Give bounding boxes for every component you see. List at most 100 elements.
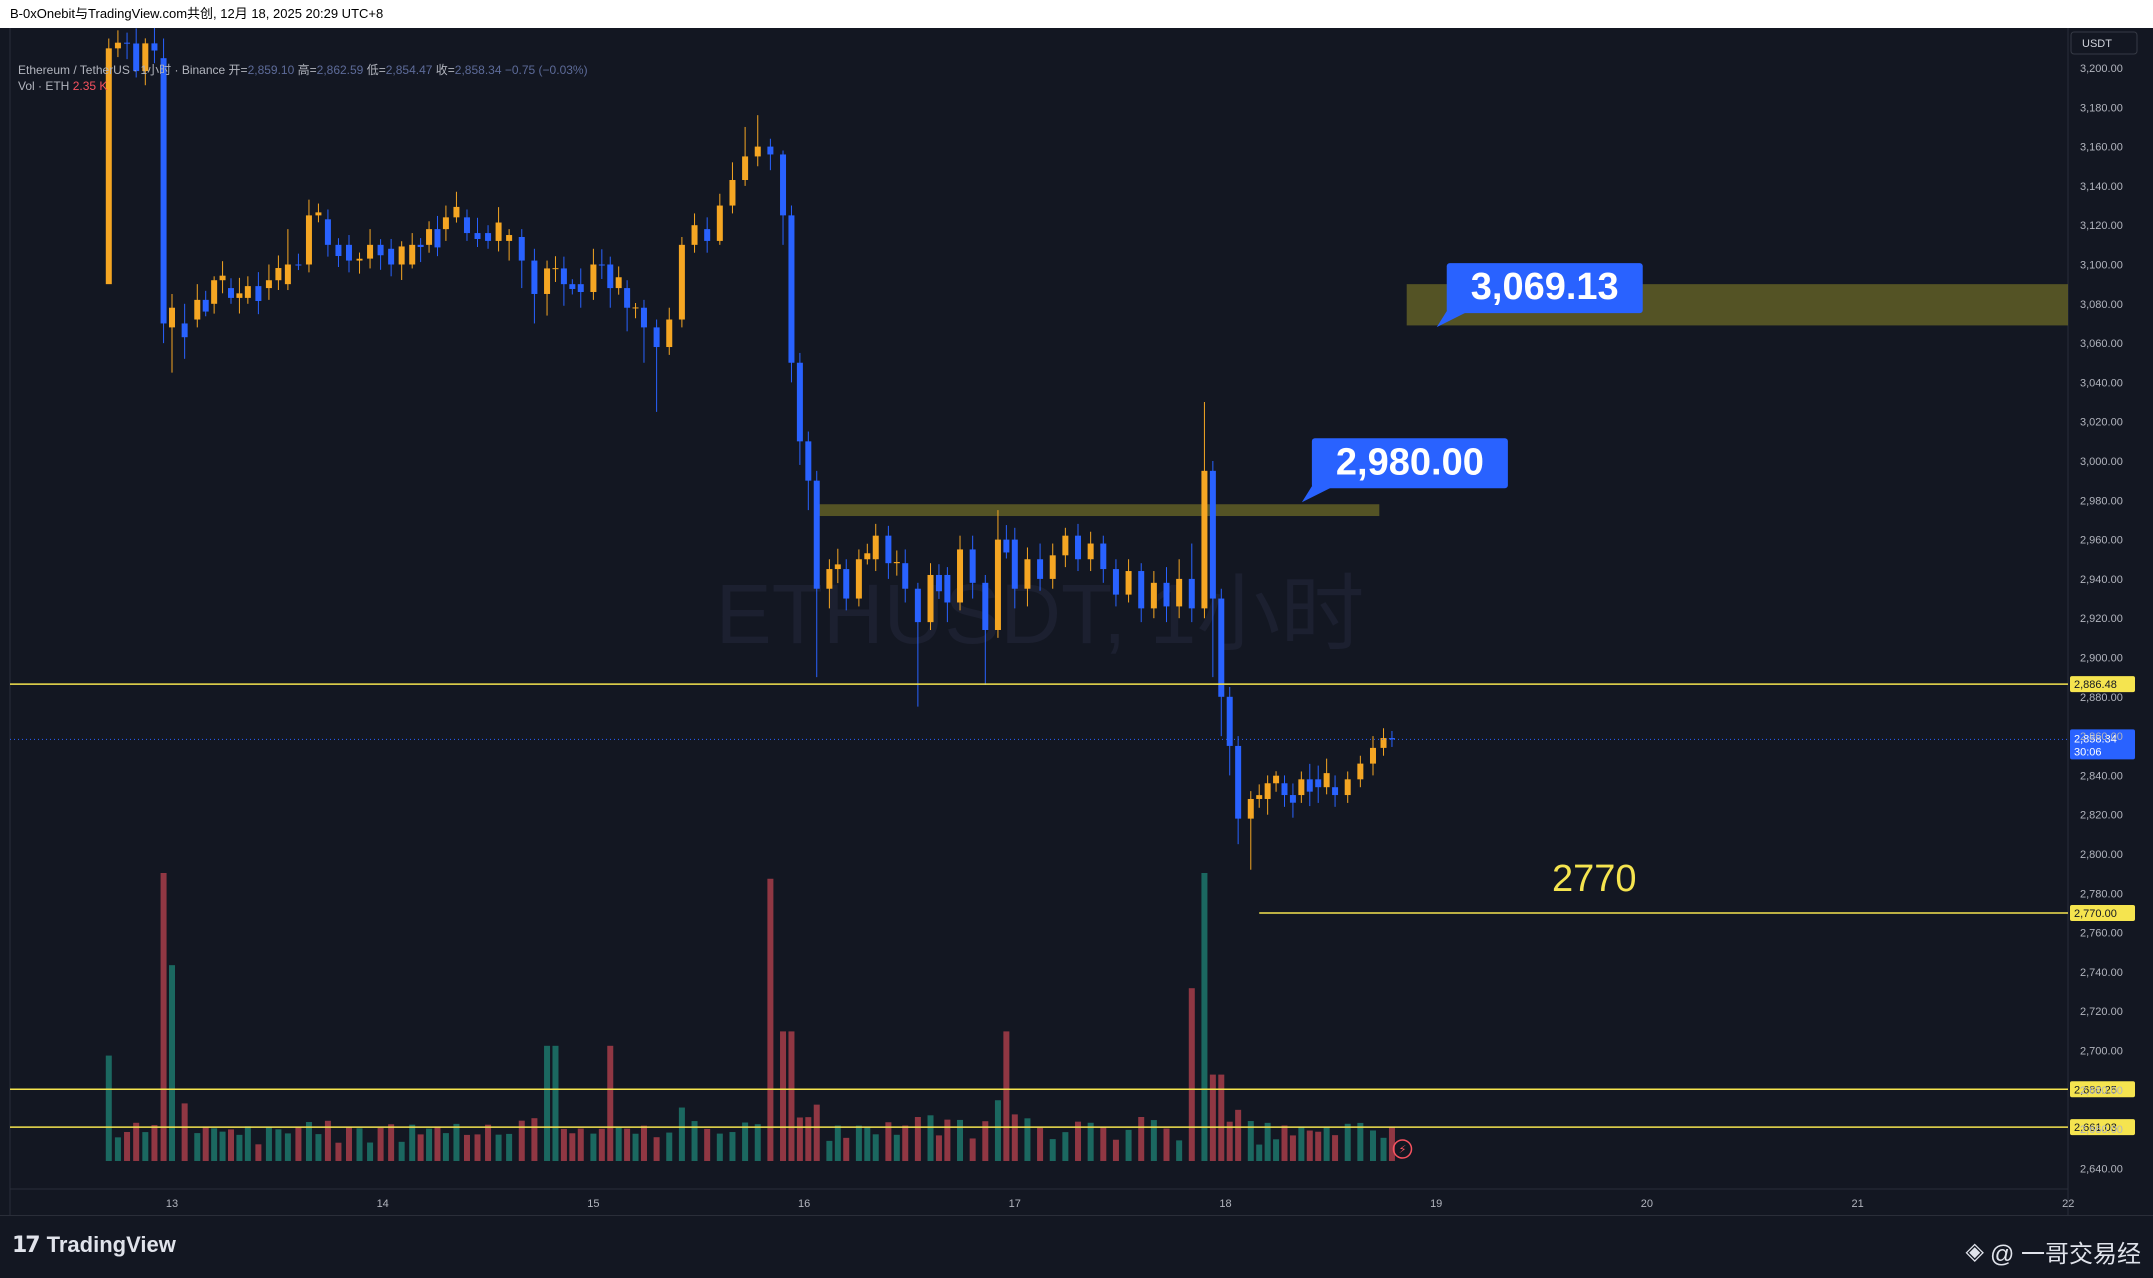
volume-bar — [704, 1128, 711, 1161]
candle-body — [295, 264, 302, 266]
volume-bar — [531, 1118, 538, 1161]
candle-body — [1209, 470, 1216, 599]
candle-body — [826, 569, 833, 589]
volume-bar — [598, 1128, 605, 1161]
last-price-label: 2,858.34 — [2074, 733, 2117, 745]
horizontal-line-label-bg — [2070, 1119, 2135, 1136]
candle-body — [615, 277, 622, 289]
volume-bar — [305, 1122, 312, 1161]
candle-body — [495, 222, 502, 241]
candle-body — [767, 146, 774, 155]
volume-bar — [767, 878, 774, 1161]
price-tick-label: 3,140.00 — [2080, 181, 2123, 193]
symbol-legend: Ethereum / TetherUS · 1小时 · Binance 开=2,… — [18, 62, 588, 94]
volume-bar — [474, 1134, 481, 1161]
candle-body — [1357, 763, 1364, 780]
volume-bar — [632, 1133, 639, 1161]
volume-bar — [914, 1117, 921, 1161]
callouts-layer: 3,069.13 2,980.00 ⚡ — [1301, 263, 1643, 1159]
volume-bar — [356, 1128, 363, 1161]
price-tick-label: 2,840.00 — [2080, 770, 2123, 782]
chart-frame[interactable]: Ethereum / TetherUS · 1小时 · Binance 开=2,… — [0, 28, 2153, 1215]
volume-bar — [1281, 1125, 1288, 1161]
candle-body — [1306, 779, 1313, 792]
volume-bar — [388, 1124, 395, 1161]
candle-body — [927, 574, 934, 623]
candle-body — [885, 535, 892, 564]
horizontal-line-label: 2,680.25 — [2074, 1084, 2117, 1096]
candle-body — [1273, 775, 1280, 784]
candle-body — [151, 43, 158, 51]
volume-bar — [211, 1128, 218, 1161]
volume-bar — [367, 1142, 374, 1161]
candle-body — [1323, 773, 1330, 788]
candle-body — [1235, 745, 1242, 819]
volume-bar — [1087, 1122, 1094, 1161]
candle-body — [813, 480, 820, 589]
price-chart[interactable]: ETHUSDT, 1小时 2,886.482,770.0027702,680.2… — [0, 28, 2153, 1215]
volume-bar — [1247, 1121, 1254, 1161]
price-tick-label: 3,100.00 — [2080, 260, 2123, 272]
time-tick-label: 18 — [1219, 1198, 1231, 1210]
volume-bar — [796, 1117, 803, 1161]
candle-body — [598, 264, 605, 266]
volume-bar — [409, 1124, 416, 1161]
candle-body — [944, 574, 951, 603]
candle-body — [560, 268, 567, 285]
volume-bar — [133, 1122, 140, 1161]
volume-layer — [105, 873, 1395, 1161]
candle-body — [485, 233, 492, 241]
volume-bar — [1003, 1031, 1010, 1161]
volume-bar — [788, 1031, 795, 1161]
candle-body — [1024, 559, 1031, 589]
volume-bar — [678, 1107, 685, 1161]
candle-body — [426, 229, 433, 245]
volume-bar — [417, 1134, 424, 1161]
legend-symbol[interactable]: Ethereum / TetherUS · 1小时 · Binance — [18, 63, 226, 77]
candle-body — [1264, 783, 1271, 799]
candle-body — [305, 215, 312, 265]
volume-bar — [315, 1134, 322, 1161]
volume-bar — [1369, 1130, 1376, 1161]
price-axis: USDT 3,200.00 3,180.00 3,160.00 3,140.00 3,12… — [2070, 31, 2138, 1175]
volume-bar — [442, 1133, 449, 1161]
lightning-icon — [1392, 1139, 1413, 1159]
share-bar: B-0xOnebit与TradingView.com共创, 12月 18, 20… — [0, 0, 2153, 28]
legend-volume-label[interactable]: Vol · ETH — [18, 79, 70, 93]
volume-bar — [426, 1128, 433, 1161]
candle-body — [678, 244, 685, 320]
volume-bar — [1226, 1121, 1233, 1161]
volume-bar — [1323, 1127, 1330, 1161]
candle-body — [181, 323, 188, 338]
volume-bar — [255, 1144, 262, 1161]
time-tick-label: 15 — [587, 1198, 599, 1210]
candle-body — [227, 288, 234, 298]
candle-body — [834, 564, 841, 570]
candle-body — [244, 286, 251, 298]
candle-body — [780, 154, 787, 216]
candle-body — [1315, 779, 1322, 788]
candle-body — [1011, 539, 1018, 589]
candle-body — [1150, 582, 1157, 609]
volume-bar — [552, 1045, 559, 1161]
last-price-countdown: 30:06 — [2074, 746, 2102, 758]
price-tick-label: 2,860.00 — [2080, 731, 2123, 743]
candle-body — [1369, 747, 1376, 764]
volume-bar — [1315, 1131, 1322, 1161]
candle-body — [914, 588, 921, 623]
callout-box — [1311, 438, 1508, 489]
volume-bar — [969, 1138, 976, 1161]
price-tick-label: 3,200.00 — [2080, 63, 2123, 75]
candle-body — [275, 268, 282, 281]
volume-bar — [202, 1126, 209, 1161]
candle-body — [607, 264, 614, 289]
tradingview-logo[interactable]: 𝟭𝟳 TradingView — [12, 1232, 176, 1258]
volume-bar — [275, 1129, 282, 1161]
candle-body — [1226, 696, 1233, 746]
volume-bar — [826, 1140, 833, 1161]
volume-bar — [872, 1134, 879, 1161]
volume-bar — [194, 1133, 201, 1161]
candle-body — [577, 284, 584, 293]
volume-bar — [1256, 1144, 1263, 1161]
candle-body — [409, 244, 416, 265]
